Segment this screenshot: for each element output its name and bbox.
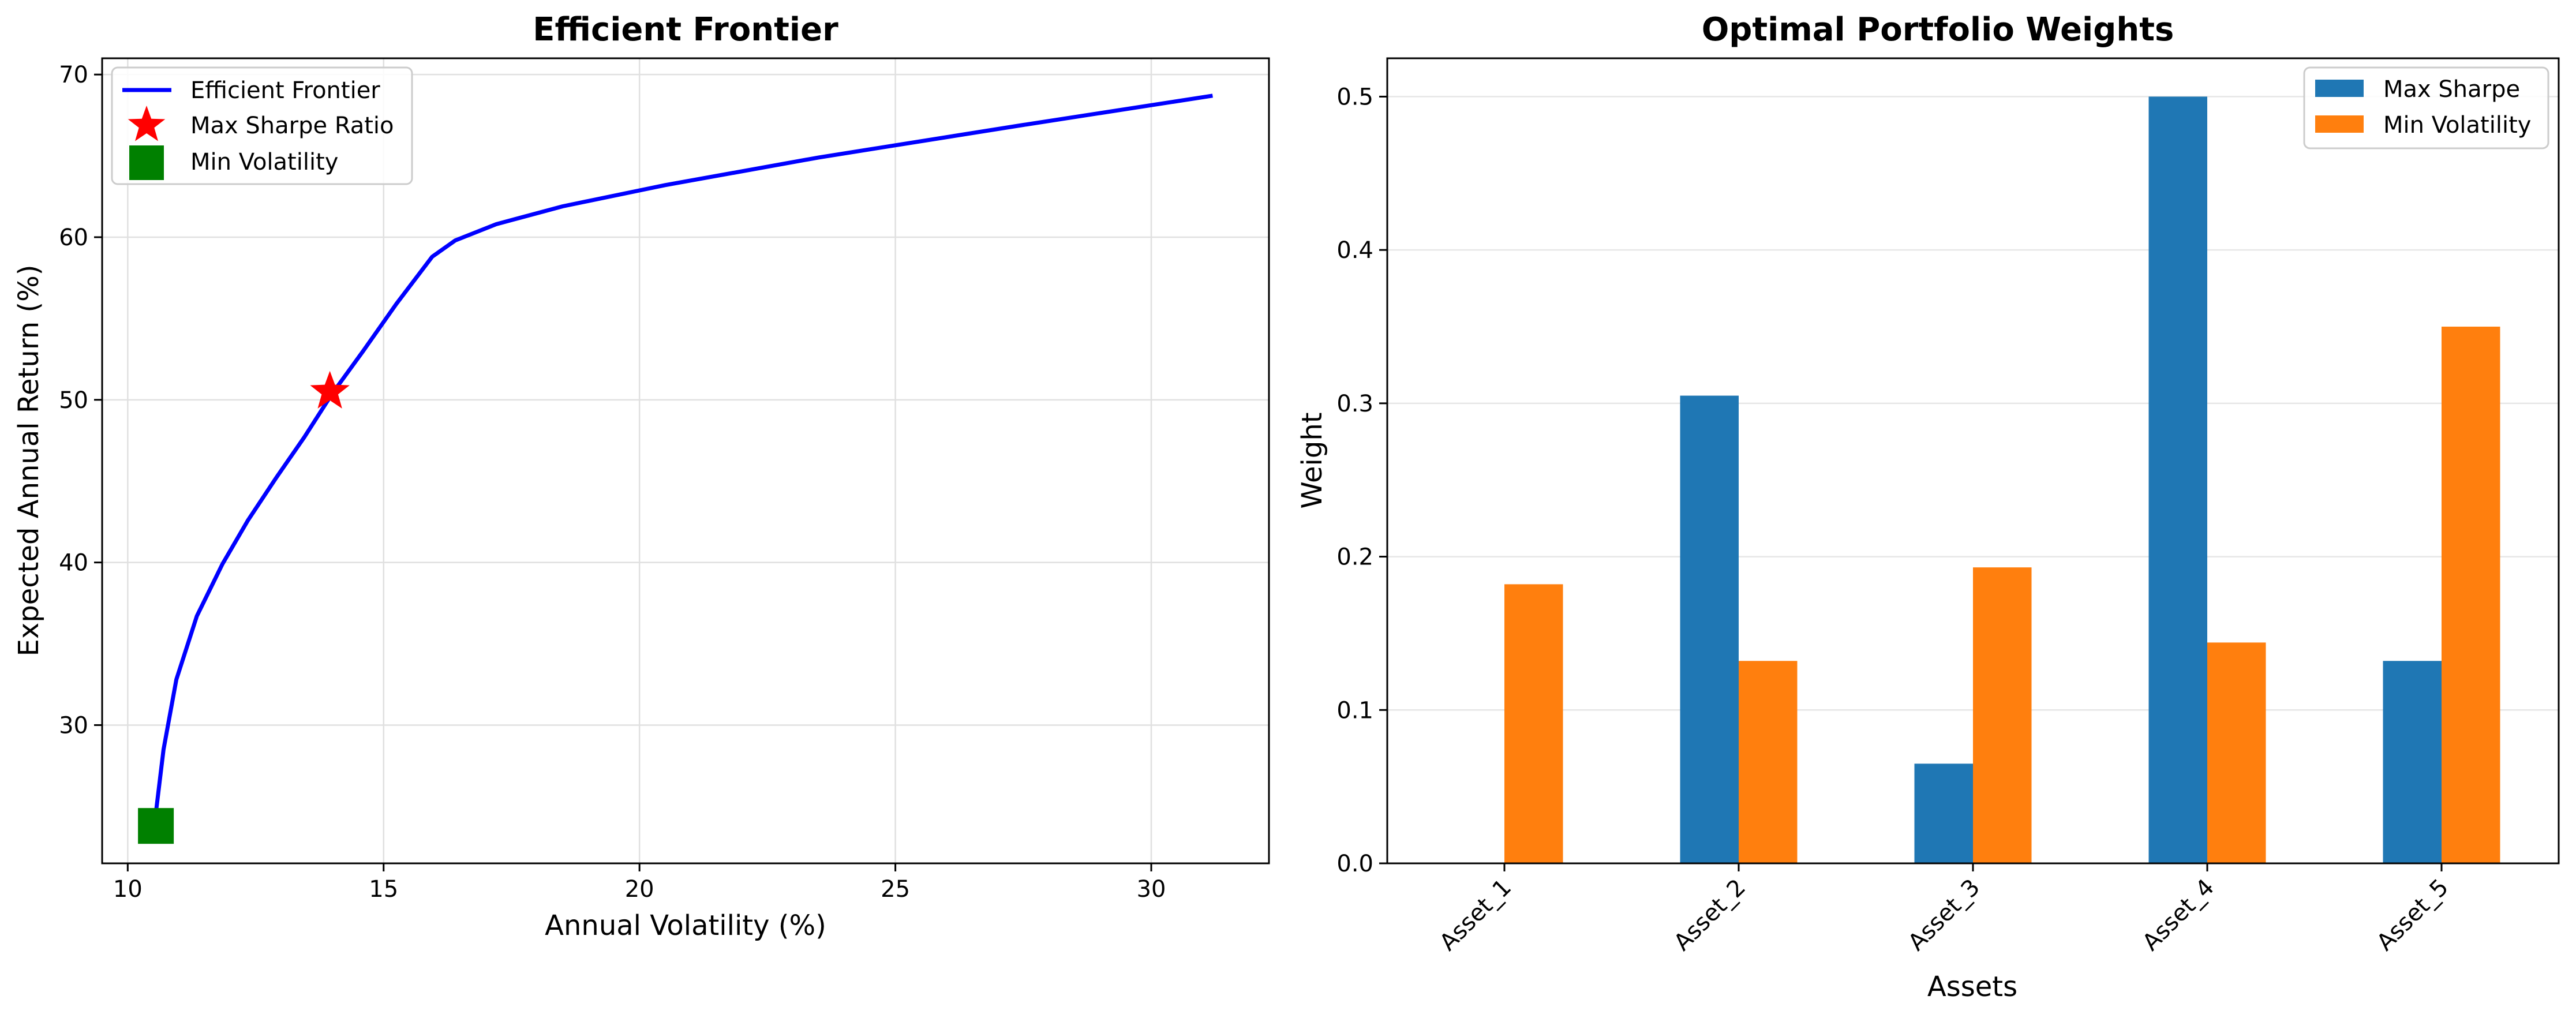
x-tick-label-20: 20 <box>625 876 654 903</box>
efficient-frontier-legend: Efficient Frontier Max Sharpe Ratio Min … <box>111 66 413 185</box>
efficient-frontier-title: Efficient Frontier <box>533 11 838 48</box>
efficient-frontier-series <box>138 93 1213 844</box>
legend-swatch-min-volatility-weights <box>2315 115 2364 133</box>
legend-label-min-volatility-weights: Min Volatility <box>2383 112 2531 139</box>
portfolio-weights-y-axis-label: Weight <box>1296 412 1328 508</box>
bar-min-volatility-asset_4 <box>2207 642 2266 863</box>
portfolio-weights-bars <box>1504 96 2500 863</box>
weight-tick-label-0.2: 0.2 <box>1336 544 1373 571</box>
bar-min-volatility-asset_2 <box>1739 661 1798 863</box>
legend-swatch-max-sharpe <box>2315 80 2364 97</box>
bar-max-sharpe-asset_3 <box>1914 764 1973 863</box>
y-tick-label-30: 30 <box>59 712 88 739</box>
legend-label-max-sharpe: Max Sharpe <box>2383 76 2520 103</box>
weight-tick-label-0.3: 0.3 <box>1336 391 1373 417</box>
efficient-frontier-legend-box <box>111 66 413 185</box>
efficient-frontier-y-axis-label: Expected Annual Return (%) <box>13 265 45 657</box>
x-tick-label-25: 25 <box>881 876 910 903</box>
portfolio-weights-y-ticks: 0.0 0.1 0.2 0.3 0.4 0.5 <box>1336 84 1387 877</box>
y-tick-label-50: 50 <box>59 387 88 414</box>
legend-swatch-max-sharpe-ratio <box>128 106 166 141</box>
x-tick-label-30: 30 <box>1137 876 1166 903</box>
weight-tick-label-0.4: 0.4 <box>1336 237 1373 264</box>
efficient-frontier-line <box>153 93 1213 814</box>
bar-max-sharpe-asset_5 <box>2383 661 2442 863</box>
max-sharpe-ratio-point <box>310 370 350 409</box>
legend-swatch-min-volatility <box>129 145 164 180</box>
y-tick-label-60: 60 <box>59 224 88 251</box>
bar-min-volatility-asset_3 <box>1973 567 2032 863</box>
portfolio-weights-legend: Max Sharpe Min Volatility <box>2303 66 2549 149</box>
bar-max-sharpe-asset_4 <box>2148 96 2207 863</box>
legend-label-max-sharpe-ratio: Max Sharpe Ratio <box>190 113 394 139</box>
x-tick-label-10: 10 <box>113 876 143 903</box>
weight-tick-label-0.1: 0.1 <box>1336 697 1373 724</box>
legend-label-efficient-frontier: Efficient Frontier <box>190 77 380 104</box>
min-volatility-point <box>138 808 174 844</box>
efficient-frontier-y-ticks: 30 40 50 60 70 <box>59 62 102 739</box>
bar-min-volatility-asset_1 <box>1504 584 1563 863</box>
y-tick-label-40: 40 <box>59 550 88 577</box>
efficient-frontier-grid <box>102 58 1269 863</box>
efficient-frontier-x-ticks: 10 15 20 25 30 <box>113 863 1166 903</box>
weight-tick-label-0.5: 0.5 <box>1336 84 1373 110</box>
portfolio-weights-title: Optimal Portfolio Weights <box>1702 11 2174 48</box>
bar-max-sharpe-asset_2 <box>1680 395 1739 863</box>
legend-label-min-volatility: Min Volatility <box>190 149 338 175</box>
y-tick-label-70: 70 <box>59 62 88 88</box>
bar-min-volatility-asset_5 <box>2442 327 2500 863</box>
portfolio-weights-x-axis-label: Assets <box>1927 971 2017 1003</box>
portfolio-weights-legend-box <box>2303 66 2549 149</box>
x-tick-label-15: 15 <box>369 876 398 903</box>
efficient-frontier-plot-frame <box>101 57 1270 864</box>
weight-tick-label-0.0: 0.0 <box>1336 851 1373 877</box>
efficient-frontier-chart: Efficient Frontier 10 15 20 25 30 30 40 50 60 70… <box>13 11 1270 942</box>
efficient-frontier-x-axis-label: Annual Volatility (%) <box>545 910 826 942</box>
